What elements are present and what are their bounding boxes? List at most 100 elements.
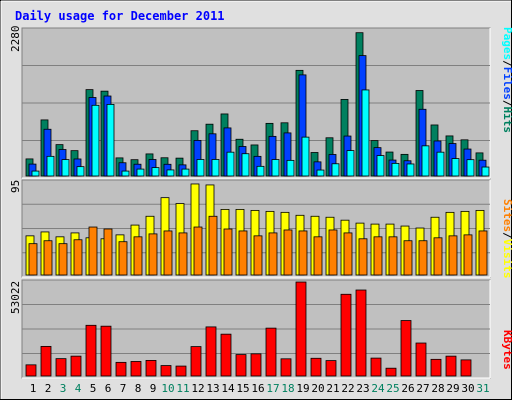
sites-bar xyxy=(103,228,113,276)
kbytes-bar xyxy=(70,355,82,377)
sites-bar xyxy=(478,230,488,276)
kbytes-bar xyxy=(220,333,232,377)
sites-bar xyxy=(163,230,173,276)
day-label: 5 xyxy=(90,382,97,395)
pages-bar xyxy=(46,155,55,177)
sites-bar xyxy=(73,239,83,276)
sites-bar xyxy=(298,230,308,276)
sites-bar xyxy=(343,232,353,276)
sites-bar xyxy=(118,241,128,276)
sites-bar xyxy=(268,232,278,276)
pages-bar xyxy=(211,159,220,177)
day-label: 18 xyxy=(281,382,294,395)
kbytes-bar xyxy=(370,357,382,377)
legend-visits: Visits xyxy=(501,239,512,279)
kbytes-bar xyxy=(250,353,262,377)
sites-bar xyxy=(148,233,158,276)
pages-bar xyxy=(31,170,40,177)
day-label: 31 xyxy=(476,382,489,395)
day-label: 29 xyxy=(446,382,459,395)
day-label: 26 xyxy=(401,382,414,395)
legend-hits-panel: Pages/Files/Hits xyxy=(501,27,512,133)
pages-bar xyxy=(436,151,445,177)
pages-bar xyxy=(151,167,160,177)
pages-bar xyxy=(451,158,460,177)
pages-bar xyxy=(346,150,355,177)
sites-bar xyxy=(418,240,428,276)
pages-bar xyxy=(286,159,295,177)
day-label: 9 xyxy=(150,382,157,395)
sites-bar xyxy=(463,234,473,276)
pages-bar xyxy=(316,169,325,177)
y-max-hits: 2280 xyxy=(9,26,22,53)
kbytes-bar xyxy=(415,342,427,377)
kbytes-bar xyxy=(355,289,367,377)
kbytes-bar xyxy=(130,361,142,377)
sites-bar xyxy=(448,235,458,276)
sites-bar xyxy=(43,240,53,276)
kbytes-bar xyxy=(325,360,337,377)
sites-bar xyxy=(358,238,368,276)
legend-sep-3: / xyxy=(501,232,512,239)
kbytes-bar xyxy=(205,326,217,377)
kbytes-bar xyxy=(190,346,202,377)
day-label: 8 xyxy=(135,382,142,395)
sites-bar xyxy=(193,226,203,276)
pages-bar xyxy=(256,165,265,177)
sites-bar xyxy=(223,228,233,276)
day-label: 19 xyxy=(296,382,309,395)
pages-bar xyxy=(301,136,310,177)
kbytes-bar xyxy=(265,327,277,377)
kbytes-bar xyxy=(340,293,352,377)
pages-bar xyxy=(376,155,385,177)
kbytes-bar xyxy=(295,281,307,377)
day-label: 13 xyxy=(206,382,219,395)
kbytes-bar xyxy=(385,367,397,377)
day-label: 1 xyxy=(30,382,37,395)
pages-bar xyxy=(331,163,340,177)
pages-bar xyxy=(196,159,205,177)
day-label: 6 xyxy=(105,382,112,395)
visits-panel xyxy=(21,179,491,278)
day-label: 4 xyxy=(75,382,82,395)
day-label: 12 xyxy=(191,382,204,395)
pages-bar xyxy=(61,159,70,177)
sites-bar xyxy=(58,243,68,276)
day-label: 10 xyxy=(161,382,174,395)
pages-bar xyxy=(361,89,370,177)
kbytes-panel xyxy=(21,279,491,379)
pages-bar xyxy=(241,153,250,177)
day-label: 11 xyxy=(176,382,189,395)
day-label: 23 xyxy=(356,382,369,395)
sites-bar xyxy=(28,243,38,276)
kbytes-bar xyxy=(40,345,52,377)
pages-bar xyxy=(166,169,175,177)
day-label: 22 xyxy=(341,382,354,395)
pages-bar xyxy=(391,162,400,177)
pages-bar xyxy=(481,166,490,177)
hits-panel xyxy=(21,27,491,179)
day-label: 14 xyxy=(221,382,235,395)
y-max-kbytes: 53022 xyxy=(9,281,22,314)
day-label: 28 xyxy=(431,382,444,395)
chart-title: Daily usage for December 2011 xyxy=(15,9,225,23)
kbytes-bar xyxy=(55,358,67,377)
sites-bar xyxy=(313,236,323,276)
day-label: 16 xyxy=(251,382,264,395)
pages-bar xyxy=(466,159,475,177)
sites-bar xyxy=(133,236,143,276)
day-label: 2 xyxy=(45,382,52,395)
pages-bar xyxy=(106,104,115,177)
pages-bar xyxy=(136,168,145,177)
kbytes-bar xyxy=(160,365,172,377)
day-label: 30 xyxy=(461,382,474,395)
legend-kbytes: KBytes xyxy=(501,330,512,370)
sites-bar xyxy=(283,229,293,276)
kbytes-bar xyxy=(430,358,442,377)
kbytes-bar xyxy=(25,364,37,377)
kbytes-bar xyxy=(100,325,112,377)
y-max-visits: 95 xyxy=(9,180,22,193)
pages-bar xyxy=(91,104,100,177)
pages-bar xyxy=(121,170,130,177)
